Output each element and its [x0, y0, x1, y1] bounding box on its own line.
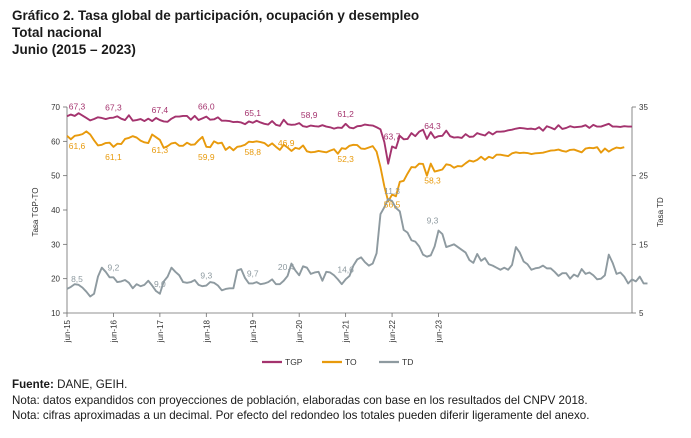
data-label-td: 11,3 — [384, 186, 400, 196]
data-label-to: 52,3 — [337, 154, 354, 164]
chart-subtitle-scope: Total nacional — [12, 25, 102, 40]
note-line-1: Nota: datos expandidos con proyecciones … — [12, 393, 588, 407]
data-label-td: 9,3 — [427, 216, 439, 226]
x-tick-label: jun-18 — [202, 319, 211, 343]
chart-subtitle-period: Junio (2015 – 2023) — [12, 42, 136, 57]
x-tick-label: jun-22 — [388, 319, 397, 343]
y-tick-label-right: 35 — [639, 103, 648, 112]
data-label-tgp: 66,0 — [198, 102, 215, 112]
data-label-td: 9,0 — [154, 279, 166, 289]
x-tick-label: jun-21 — [342, 319, 351, 343]
y-tick-label-left: 50 — [51, 172, 60, 181]
data-label-tgp: 67,3 — [105, 103, 122, 113]
data-label-to: 46,9 — [278, 138, 295, 148]
y-tick-label-right: 5 — [639, 309, 644, 318]
data-label-tgp: 65,1 — [244, 108, 261, 118]
chart-title-block: Gráfico 2. Tasa global de participación,… — [12, 7, 419, 58]
data-label-tgp: 64,3 — [424, 121, 441, 131]
data-label-td: 20,4 — [278, 262, 295, 272]
footer-notes: Fuente: DANE, GEIH. Nota: datos expandid… — [12, 377, 589, 424]
data-label-to: 61,3 — [152, 145, 169, 155]
x-tick-label: jun-16 — [109, 319, 118, 343]
data-label-to: 61,6 — [69, 141, 86, 151]
y-tick-label-left: 40 — [51, 206, 60, 215]
legend-label-td: TD — [402, 357, 413, 367]
x-tick-label: jun-19 — [249, 319, 258, 343]
data-label-tgp: 67,4 — [152, 105, 169, 115]
y-tick-label-left: 60 — [51, 137, 60, 146]
source-label: Fuente: — [12, 378, 54, 391]
x-tick-label: jun-15 — [63, 319, 72, 343]
data-label-to: 58,3 — [424, 176, 441, 186]
y-axis-label-left: Tasa TGP-TO — [31, 187, 40, 236]
source-text: DANE, GEIH. — [53, 378, 128, 391]
legend-label-tgp: TGP — [285, 357, 303, 367]
source-line: Fuente: DANE, GEIH. — [12, 377, 589, 393]
y-tick-label-left: 20 — [51, 275, 60, 284]
data-label-to: 59,9 — [198, 152, 215, 162]
chart-title: Gráfico 2. Tasa global de participación,… — [12, 8, 420, 23]
y-axis-label-right: Tasa TD — [656, 197, 665, 227]
note-line-2: Nota: cifras aproximadas a un decimal. P… — [12, 409, 590, 422]
line-chart: 10 20 30 40 50 60 70 5 15 25 35 Tasa TGP-TO Tasa TD j… — [31, 101, 665, 367]
data-label-tgp: 61,2 — [337, 109, 354, 119]
data-label-tgp: 58,9 — [301, 110, 318, 120]
data-label-tgp: 63,7 — [384, 131, 401, 141]
y-tick-label-right: 15 — [639, 240, 648, 249]
x-tick-label: jun-20 — [295, 319, 304, 343]
data-label-to: 56,5 — [384, 200, 401, 210]
series-line-tgp — [66, 112, 632, 165]
data-label-td: 9,3 — [200, 271, 212, 281]
data-label-tgp: 67,3 — [69, 101, 86, 111]
data-label-td: 9,7 — [247, 268, 259, 278]
y-tick-label-left: 10 — [51, 309, 60, 318]
data-label-td: 14,6 — [337, 264, 354, 274]
y-tick-label-left: 70 — [51, 103, 60, 112]
data-label-td: 9,2 — [108, 262, 120, 272]
legend-label-to: TO — [345, 357, 357, 367]
y-tick-label-left: 30 — [51, 240, 60, 249]
y-tick-label-right: 25 — [639, 172, 648, 181]
x-tick-label: jun-17 — [156, 319, 165, 343]
data-label-to: 58,8 — [244, 147, 261, 157]
series-line-td — [66, 198, 648, 298]
x-tick-label: jun-23 — [435, 319, 444, 343]
data-label-td: 8,5 — [71, 274, 83, 284]
data-label-to: 61,1 — [105, 152, 122, 162]
series-line-to — [66, 130, 625, 203]
